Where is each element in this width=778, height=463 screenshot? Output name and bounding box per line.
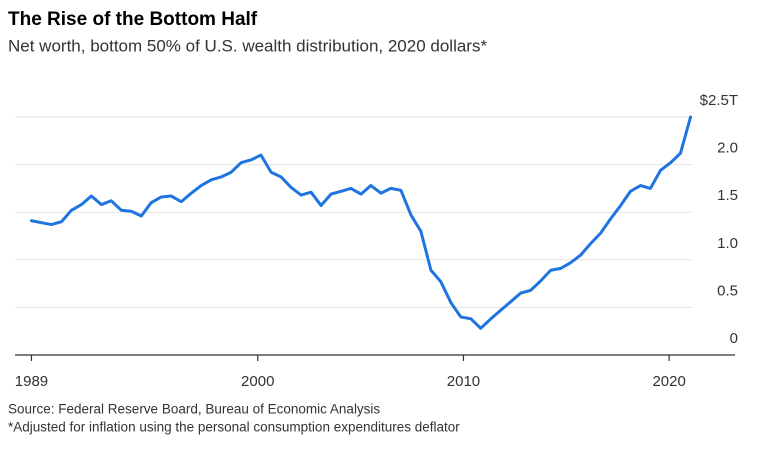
y-tick-label: $2.5T <box>700 92 738 109</box>
y-tick-label: 1.0 <box>717 235 738 252</box>
x-tick-label: 2010 <box>447 373 480 390</box>
footnote: *Adjusted for inflation using the person… <box>8 420 460 435</box>
y-tick-label: 2.0 <box>717 140 738 157</box>
chart-subtitle: Net worth, bottom 50% of U.S. wealth dis… <box>8 36 487 55</box>
y-tick-label: 1.5 <box>717 187 738 204</box>
y-tick-label: 0.5 <box>717 282 738 299</box>
x-tick-label: 1989 <box>15 373 48 390</box>
y-tick-label: 0 <box>730 330 738 347</box>
source-note: Source: Federal Reserve Board, Bureau of… <box>8 402 380 417</box>
data-line <box>29 115 693 330</box>
chart-title: The Rise of the Bottom Half <box>8 9 258 30</box>
x-tick-label: 2020 <box>652 373 685 390</box>
x-tick-label: 2000 <box>241 373 274 390</box>
